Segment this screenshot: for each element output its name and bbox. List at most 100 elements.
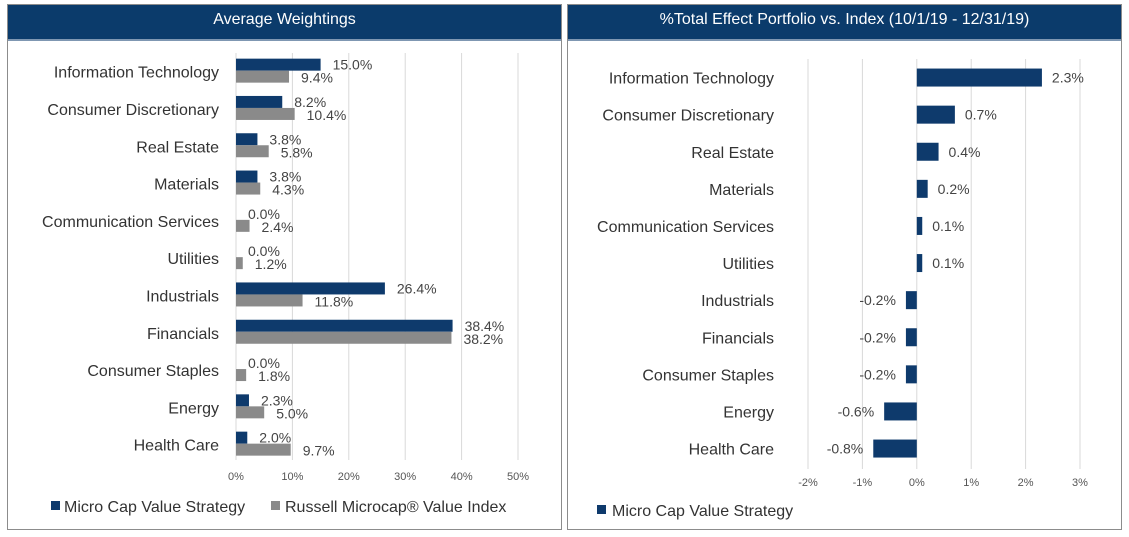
category-label: Consumer Discretionary [602,108,774,125]
legend-swatch-index [271,501,280,510]
strategy-data-label: 26.4% [397,280,437,296]
category-label: Energy [723,404,774,421]
category-label: Health Care [689,442,774,459]
index-bar [236,70,290,83]
strategy-data-label: 0.0% [248,355,280,371]
index-bar [236,145,269,158]
strategy-data-label: 2.3% [261,392,293,408]
strategy-data-label: 15.0% [333,57,373,73]
index-bar [236,219,250,232]
average-weightings-chart: 0% 10% 20% 30% 40% 50% Information Technology 1… [42,53,529,516]
index-bar [236,257,243,270]
strategy-data-label: -0.6% [838,403,875,419]
index-data-label: 10.4% [307,107,347,123]
category-label: Consumer Discretionary [47,102,219,119]
strategy-data-label: 0.2% [938,181,970,197]
index-data-label: 4.3% [272,182,304,198]
strategy-data-label: -0.8% [827,441,864,457]
strategy-data-label: 0.0% [248,206,280,222]
strategy-bar [236,170,258,183]
strategy-bar [916,254,923,273]
x-tick-label: 3% [1072,477,1088,489]
index-data-label: 38.2% [463,331,503,347]
x-tick-label: 30% [394,471,416,483]
strategy-bar [236,58,321,71]
category-label: Communication Services [597,219,774,236]
strategy-bar [905,365,917,384]
category-label: Financials [147,326,219,343]
legend-strategy-label: Micro Cap Value Strategy [64,499,245,516]
strategy-data-label: 2.3% [1052,70,1084,86]
legend-swatch-strategy [51,501,60,510]
strategy-data-label: -0.2% [859,366,896,382]
strategy-data-label: 2.0% [259,430,291,446]
strategy-bar [916,216,923,235]
total-effect-title: %Total Effect Portfolio vs. Index (10/1/… [568,5,1121,41]
strategy-bar [884,402,917,421]
strategy-bar [916,68,1042,87]
strategy-data-label: 3.8% [269,131,301,147]
strategy-data-label: 0.7% [965,107,997,123]
category-label: Utilities [167,251,219,268]
index-data-label: 5.0% [276,405,308,421]
category-label: Financials [702,330,774,347]
legend-index-label: Russell Microcap® Value Index [285,499,506,516]
legend-strategy-label: Micro Cap Value Strategy [612,503,793,520]
strategy-bar [873,439,917,458]
index-bar [236,294,303,307]
strategy-data-label: 3.8% [269,169,301,185]
category-label: Industrials [146,288,219,305]
index-data-label: 9.4% [301,70,333,86]
index-data-label: 5.8% [281,144,313,160]
strategy-bar [236,133,258,146]
strategy-bar [905,328,917,347]
total-effect-panel: %Total Effect Portfolio vs. Index (10/1/… [567,4,1122,530]
strategy-bar [236,431,248,444]
category-label: Health Care [134,438,219,455]
strategy-data-label: 0.4% [949,144,981,160]
category-label: Utilities [722,256,774,273]
index-data-label: 9.7% [303,443,335,459]
x-tick-label: 0% [228,471,244,483]
x-tick-label: 20% [338,471,360,483]
strategy-data-label: 0.1% [932,218,964,234]
strategy-data-label: -0.2% [859,292,896,308]
category-label: Consumer Staples [87,363,219,380]
x-tick-label: 2% [1018,477,1034,489]
total-effect-chart: -2% -1% 0% 1% 2% 3% Information Technology 2.3%… [597,59,1088,520]
average-weightings-panel: Average Weightings 0% 10% 20% 30% 40% 50% Info… [7,4,562,530]
x-tick-label: 50% [507,471,529,483]
strategy-bar [916,105,955,124]
strategy-bar [916,142,939,161]
category-label: Industrials [701,293,774,310]
index-bar [236,107,295,120]
category-label: Information Technology [54,65,219,82]
strategy-bar [236,95,283,108]
legend-swatch-strategy [597,505,606,514]
strategy-bar [916,179,928,198]
index-data-label: 11.8% [315,293,354,309]
index-data-label: 1.8% [258,368,290,384]
strategy-data-label: -0.2% [859,329,896,345]
x-tick-label: 10% [281,471,303,483]
index-data-label: 1.2% [255,256,287,272]
strategy-data-label: 8.2% [294,94,326,110]
index-bar [236,443,291,456]
category-label: Real Estate [136,139,219,156]
category-label: Energy [168,400,219,417]
category-label: Communication Services [42,214,219,231]
index-bar [236,369,247,382]
x-tick-label: 40% [451,471,473,483]
strategy-data-label: 0.0% [248,243,280,259]
x-tick-label: -2% [798,477,818,489]
index-bar [236,331,452,344]
strategy-bar [236,394,249,407]
index-data-label: 2.4% [262,219,294,235]
strategy-data-label: 0.1% [932,255,964,271]
strategy-bar [905,291,917,310]
category-label: Information Technology [609,71,774,88]
x-tick-label: 0% [909,477,925,489]
average-weightings-title: Average Weightings [8,5,561,41]
category-label: Materials [154,177,219,194]
x-tick-label: -1% [853,477,873,489]
